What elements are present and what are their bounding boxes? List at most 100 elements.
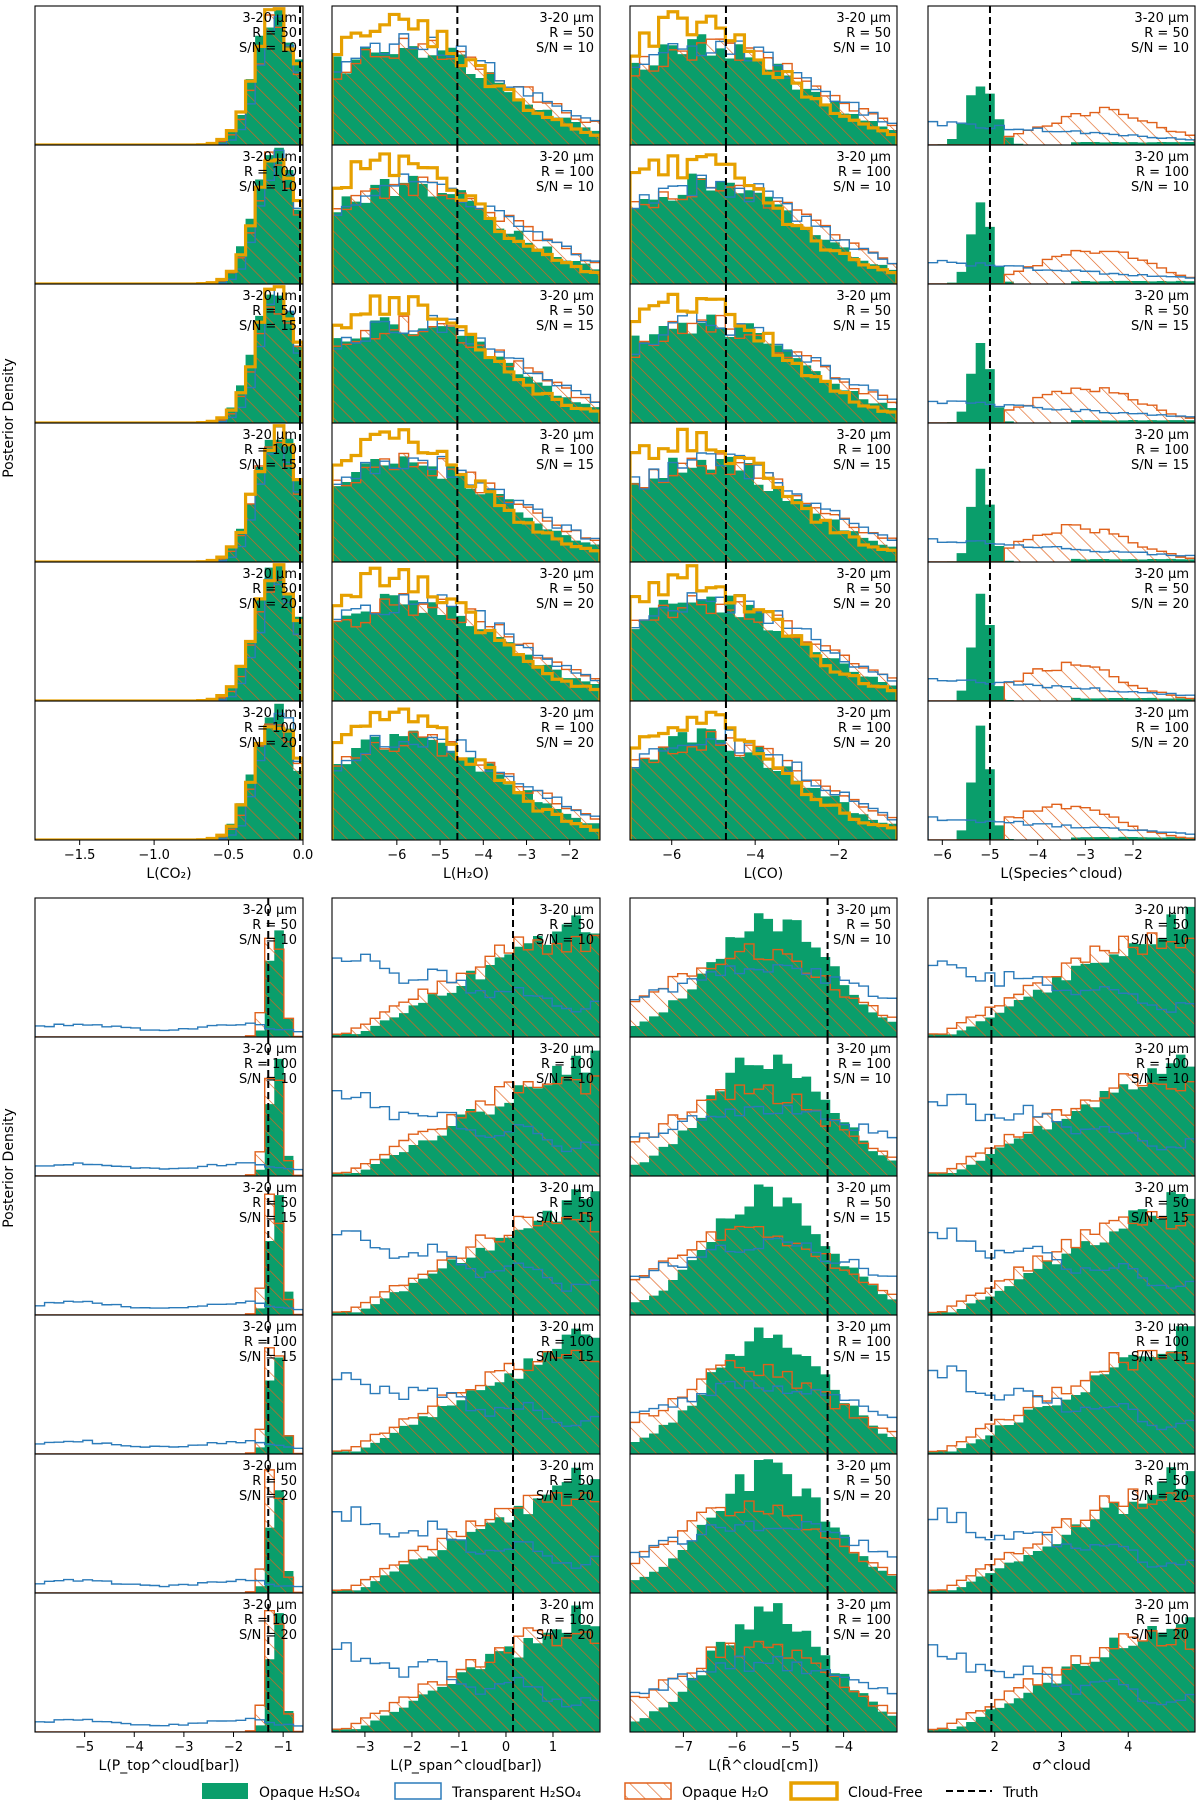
hist-cloud-free bbox=[630, 427, 897, 562]
config-snr: S/N = 10 bbox=[239, 41, 297, 56]
config-snr: S/N = 10 bbox=[536, 41, 594, 56]
config-resolution: R = 50 bbox=[846, 1196, 891, 1211]
x-axis-label-h2o: L(H₂O) bbox=[443, 866, 489, 882]
hist-opaque-h2so4 bbox=[35, 294, 303, 423]
hist-opaque-h2o bbox=[928, 932, 1195, 1037]
config-snr: S/N = 15 bbox=[1131, 1350, 1189, 1365]
hist-transparent-h2so4 bbox=[332, 1372, 600, 1454]
config-wavelength: 3-20 μm bbox=[242, 1042, 297, 1057]
config-snr: S/N = 15 bbox=[1131, 319, 1189, 334]
config-wavelength: 3-20 μm bbox=[539, 1042, 594, 1057]
config-resolution: R = 100 bbox=[541, 1057, 594, 1072]
config-snr: S/N = 20 bbox=[1131, 597, 1189, 612]
config-wavelength: 3-20 μm bbox=[242, 11, 297, 26]
hist-opaque-h2o bbox=[630, 943, 897, 1037]
config-wavelength: 3-20 μm bbox=[836, 903, 891, 918]
config-wavelength: 3-20 μm bbox=[1134, 1598, 1189, 1613]
config-wavelength: 3-20 μm bbox=[1134, 1459, 1189, 1474]
config-snr: S/N = 10 bbox=[833, 1072, 891, 1087]
hist-opaque-h2o bbox=[630, 1084, 897, 1176]
hist-transparent-h2so4 bbox=[928, 400, 1195, 423]
config-snr: S/N = 20 bbox=[833, 736, 891, 751]
config-wavelength: 3-20 μm bbox=[242, 1181, 297, 1196]
x-tick-label: −5 bbox=[781, 1740, 800, 1755]
legend-label-opaque-h2o: Opaque H₂O bbox=[682, 1785, 768, 1801]
config-snr: S/N = 10 bbox=[833, 41, 891, 56]
config-resolution: R = 100 bbox=[1136, 443, 1189, 458]
config-snr: S/N = 20 bbox=[833, 1489, 891, 1504]
hist-cloud-free bbox=[332, 152, 600, 284]
config-resolution: R = 100 bbox=[541, 1335, 594, 1350]
hist-transparent-h2so4 bbox=[35, 1300, 303, 1315]
hist-transparent-h2so4 bbox=[928, 1227, 1195, 1315]
panel-sigma_cloud-row-3: 3-20 μmR = 50S/N = 15 bbox=[927, 1175, 1196, 1316]
config-wavelength: 3-20 μm bbox=[1134, 428, 1189, 443]
config-snr: S/N = 15 bbox=[536, 1350, 594, 1365]
config-snr: S/N = 15 bbox=[536, 1211, 594, 1226]
hist-transparent-h2so4 bbox=[928, 259, 1195, 284]
config-snr: S/N = 20 bbox=[536, 736, 594, 751]
hist-opaque-h2so4 bbox=[928, 725, 1195, 840]
x-tick-label: −6 bbox=[727, 1740, 746, 1755]
hist-opaque-h2o bbox=[630, 1500, 897, 1593]
config-snr: S/N = 20 bbox=[239, 736, 297, 751]
config-resolution: R = 50 bbox=[252, 304, 297, 319]
hist-cloud-free bbox=[332, 707, 600, 840]
config-snr: S/N = 20 bbox=[536, 1628, 594, 1643]
config-snr: S/N = 10 bbox=[536, 933, 594, 948]
config-resolution: R = 50 bbox=[549, 26, 594, 41]
config-resolution: R = 100 bbox=[541, 1613, 594, 1628]
config-snr: S/N = 10 bbox=[833, 180, 891, 195]
config-resolution: R = 100 bbox=[1136, 1057, 1189, 1072]
hist-transparent-h2so4 bbox=[928, 1507, 1195, 1593]
legend-swatch-cloud-free bbox=[789, 1781, 839, 1801]
config-wavelength: 3-20 μm bbox=[242, 1598, 297, 1613]
config-wavelength: 3-20 μm bbox=[836, 1181, 891, 1196]
panel-r_cloud-row-5: 3-20 μmR = 50S/N = 20 bbox=[629, 1453, 898, 1594]
config-wavelength: 3-20 μm bbox=[836, 1320, 891, 1335]
config-snr: S/N = 15 bbox=[239, 458, 297, 473]
legend-swatch-opaque-h2o bbox=[624, 1782, 672, 1800]
config-snr: S/N = 15 bbox=[239, 1211, 297, 1226]
y-axis-label-bottom: Posterior Density bbox=[1, 1108, 17, 1228]
config-resolution: R = 50 bbox=[846, 304, 891, 319]
panel-p_top-row-1: 3-20 μmR = 50S/N = 10 bbox=[34, 897, 304, 1038]
hist-transparent-h2so4 bbox=[928, 816, 1195, 840]
config-snr: S/N = 15 bbox=[239, 319, 297, 334]
x-tick-label: 0 bbox=[502, 1740, 510, 1755]
config-snr: S/N = 15 bbox=[1131, 458, 1189, 473]
config-resolution: R = 50 bbox=[252, 26, 297, 41]
config-snr: S/N = 20 bbox=[833, 1628, 891, 1643]
x-tick-label: −1 bbox=[449, 1740, 468, 1755]
hist-opaque-h2o bbox=[35, 1469, 303, 1593]
config-wavelength: 3-20 μm bbox=[242, 1459, 297, 1474]
hist-transparent-h2so4 bbox=[35, 1022, 303, 1037]
config-snr: S/N = 15 bbox=[239, 1350, 297, 1365]
x-tick-label: 0.0 bbox=[293, 848, 314, 863]
x-tick-label: −2 bbox=[560, 848, 579, 863]
panel-frame bbox=[331, 1592, 601, 1733]
hist-opaque-h2o bbox=[35, 937, 303, 1037]
panel-co-row-5: 3-20 μmR = 50S/N = 20 bbox=[629, 561, 898, 702]
config-wavelength: 3-20 μm bbox=[1134, 903, 1189, 918]
x-axis-label-co2: L(CO₂) bbox=[146, 866, 191, 882]
config-snr: S/N = 15 bbox=[833, 319, 891, 334]
hist-transparent-h2so4 bbox=[928, 538, 1195, 562]
hist-opaque-h2o bbox=[35, 1610, 303, 1732]
config-resolution: R = 50 bbox=[1144, 26, 1189, 41]
config-resolution: R = 100 bbox=[244, 1335, 297, 1350]
hist-opaque-h2o bbox=[630, 1225, 897, 1315]
panel-r_cloud-row-3: 3-20 μmR = 50S/N = 15 bbox=[629, 1175, 898, 1316]
config-snr: S/N = 20 bbox=[833, 597, 891, 612]
panel-p_span-row-1: 3-20 μmR = 50S/N = 10 bbox=[331, 897, 601, 1038]
config-snr: S/N = 10 bbox=[1131, 933, 1189, 948]
x-tick-label: −3 bbox=[1076, 848, 1095, 863]
config-resolution: R = 50 bbox=[252, 918, 297, 933]
config-wavelength: 3-20 μm bbox=[539, 567, 594, 582]
